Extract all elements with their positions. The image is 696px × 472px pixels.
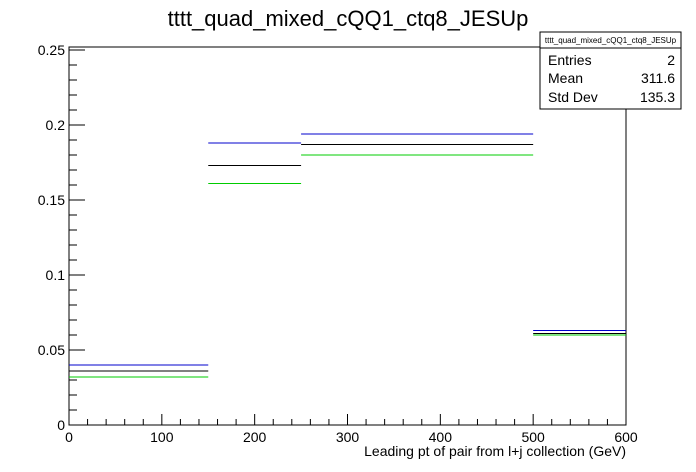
x-tick-label: 600 [614,429,638,445]
x-tick-label: 500 [521,429,545,445]
x-axis-title: Leading pt of pair from l+j collection (… [364,443,626,459]
axis-ticks [68,49,627,426]
stats-stddev-value: 135.3 [640,89,675,105]
y-tick-label: 0.05 [38,342,65,358]
y-tick-label: 0.25 [38,42,65,58]
y-tick-label: 0 [57,417,65,433]
histogram-series-steps [69,144,626,372]
x-tick-label: 200 [243,429,267,445]
stats-entries-value: 2 [667,52,675,68]
x-tick-label: 100 [150,429,174,445]
chart-title: tttt_quad_mixed_cQQ1_ctq8_JESUp [168,6,529,31]
histogram-series-steps [69,154,626,378]
x-tick-label: 0 [65,429,73,445]
x-tick-label: 400 [429,429,453,445]
histogram-series-steps [69,133,626,366]
y-tick-label: 0.1 [46,267,66,283]
stats-box: tttt_quad_mixed_cQQ1_ctq8_JESUp Entries … [539,31,682,110]
stats-entries-label: Entries [548,52,592,68]
y-tick-label: 0.2 [46,117,66,133]
stats-mean-label: Mean [548,70,583,86]
stats-box-title: tttt_quad_mixed_cQQ1_ctq8_JESUp [545,36,677,45]
axis-tick-labels: 0 100 200 300 400 500 600 0 0.05 0.1 0.15 0.2 0.25 [38,42,638,445]
y-tick-label: 0.15 [38,192,65,208]
stats-stddev-label: Std Dev [548,89,598,105]
histogram-series [69,133,626,378]
stats-box-frame [539,31,682,110]
stats-mean-value: 311.6 [641,70,675,86]
x-tick-label: 300 [336,429,360,445]
